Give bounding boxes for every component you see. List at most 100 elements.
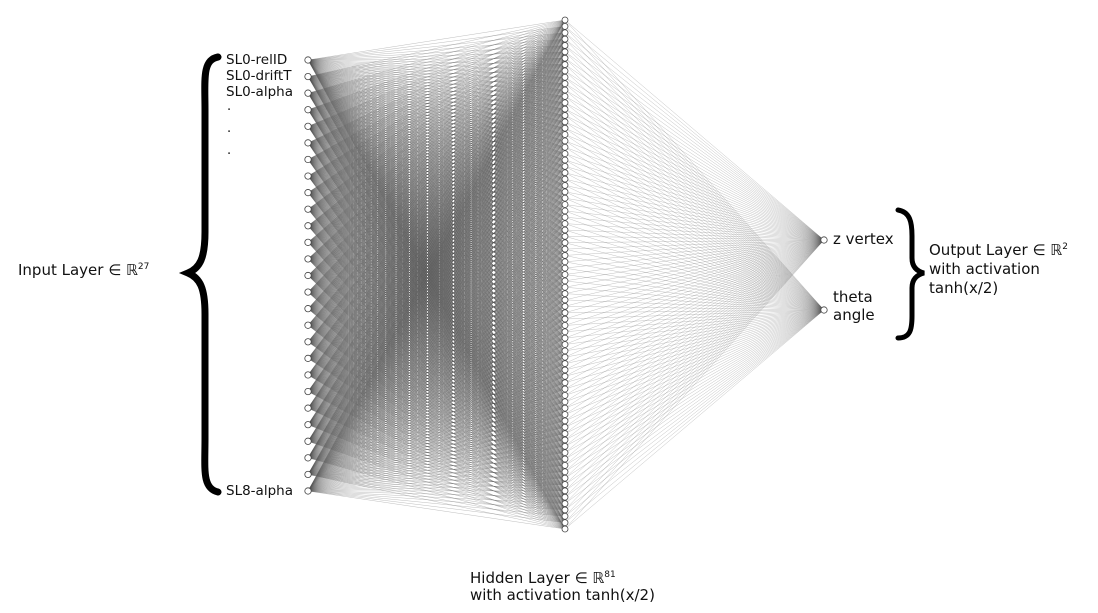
hidden-node: [561, 175, 569, 183]
hidden-node: [561, 29, 569, 37]
hidden-node: [561, 417, 569, 425]
input-node-label-alpha: SL0-alpha: [226, 84, 293, 100]
input-node: [304, 155, 312, 164]
hidden-node: [561, 455, 569, 463]
output-node: [820, 236, 828, 244]
input-node: [304, 271, 312, 280]
hidden-node: [561, 73, 569, 81]
output-layer-brace: [895, 207, 925, 341]
hidden-node: [561, 220, 569, 228]
hidden-node: [561, 207, 569, 215]
hidden-node: [561, 143, 569, 151]
hidden-layer-activation: with activation tanh(x/2): [470, 586, 655, 604]
hidden-node: [561, 442, 569, 450]
ellipsis-dot: ·: [227, 147, 232, 162]
hidden-node: [561, 194, 569, 202]
input-node: [304, 338, 312, 346]
input-node: [304, 172, 312, 180]
input-node: [304, 122, 312, 130]
hidden-node: [561, 411, 569, 418]
hidden-node: [561, 512, 569, 520]
output-layer-activation-line2: tanh(x/2): [929, 279, 999, 297]
hidden-node: [561, 423, 569, 431]
input-node: [304, 321, 312, 329]
hidden-node: [561, 239, 569, 247]
output-node-label-theta: theta: [833, 288, 873, 306]
input-node: [304, 487, 312, 495]
hidden-node: [561, 264, 569, 272]
hidden-node: [561, 461, 569, 469]
input-node: [304, 404, 312, 412]
hidden-node: [561, 188, 569, 196]
hidden-node: [561, 391, 569, 399]
input-node: [304, 354, 312, 362]
hidden-node: [561, 271, 569, 278]
hidden-node: [561, 226, 569, 234]
input-layer-title: Input Layer ∈ ℝ27: [18, 261, 150, 279]
hidden-node: [561, 328, 569, 336]
hidden-node: [561, 54, 569, 62]
hidden-node: [561, 162, 569, 170]
hidden-node: [561, 182, 569, 189]
hidden-node: [561, 16, 569, 24]
hidden-layer-nodes: [561, 16, 569, 533]
output-node-label-angle: angle: [833, 306, 875, 324]
output-node: [820, 306, 828, 314]
input-node: [304, 421, 312, 429]
hidden-node: [561, 150, 569, 158]
output-layer-nodes: [820, 236, 828, 314]
input-node: [304, 205, 312, 213]
input-node: [304, 387, 312, 396]
hidden-node: [561, 436, 569, 444]
hidden-node: [561, 245, 569, 253]
hidden-node: [561, 366, 569, 374]
input-layer-dim: 27: [137, 262, 150, 272]
input-node: [304, 238, 312, 246]
hidden-node: [561, 315, 569, 323]
hidden-output-edges: [564, 19, 825, 530]
hidden-node: [561, 131, 569, 138]
input-node: [304, 222, 312, 230]
hidden-node: [561, 92, 569, 100]
input-node: [304, 470, 312, 479]
input-node: [304, 106, 312, 114]
input-node: [304, 454, 312, 462]
hidden-node: [561, 525, 569, 533]
hidden-node: [561, 112, 569, 119]
hidden-node: [561, 404, 569, 412]
input-node: [304, 56, 312, 64]
hidden-node: [561, 430, 569, 437]
input-node: [304, 288, 312, 296]
hidden-node: [561, 379, 569, 387]
hidden-node: [561, 118, 569, 126]
hidden-node: [561, 277, 569, 285]
hidden-node: [561, 42, 569, 49]
hidden-node: [561, 506, 569, 514]
hidden-node: [561, 99, 569, 107]
output-node-label-z-vertex: z vertex: [833, 230, 894, 248]
input-node: [304, 189, 312, 197]
hidden-layer-dim: 81: [604, 570, 616, 580]
hidden-node: [561, 137, 569, 145]
output-layer-activation-line1: with activation: [929, 260, 1040, 278]
output-layer-title: Output Layer ∈ ℝ2: [929, 241, 1068, 259]
hidden-node: [561, 493, 569, 501]
input-hidden-edges: [307, 19, 566, 530]
ellipsis-dot: ·: [227, 103, 232, 118]
hidden-node: [561, 500, 569, 507]
input-node: [304, 139, 312, 147]
hidden-node: [561, 258, 569, 266]
hidden-node: [561, 372, 569, 380]
hidden-node: [561, 321, 569, 329]
hidden-node: [561, 283, 569, 291]
input-node: [304, 371, 312, 379]
hidden-node: [561, 35, 569, 43]
hidden-node: [561, 302, 569, 310]
hidden-node: [561, 398, 569, 406]
hidden-node: [561, 105, 569, 113]
hidden-node: [561, 169, 569, 177]
hidden-node: [561, 347, 569, 355]
hidden-node: [561, 519, 569, 527]
hidden-node: [561, 232, 569, 240]
